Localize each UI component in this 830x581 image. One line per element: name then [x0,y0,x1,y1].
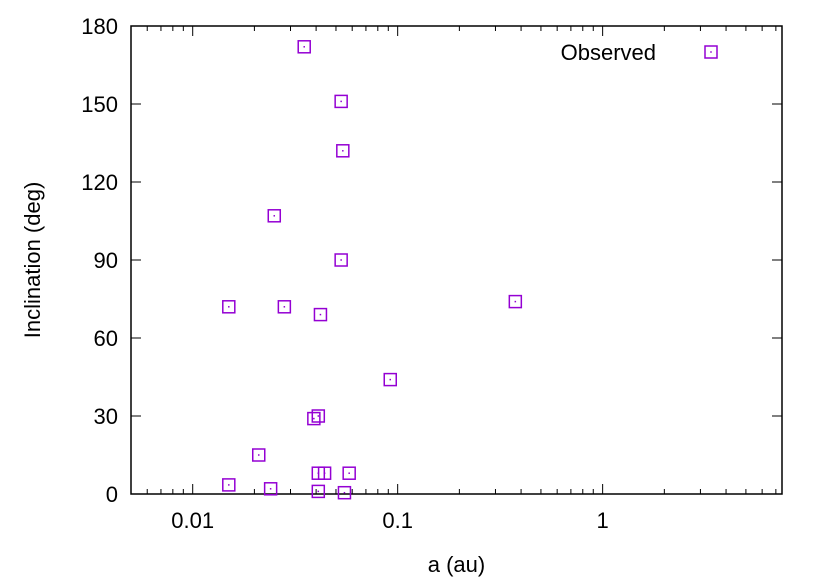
data-point [311,409,326,423]
data-point [263,482,278,496]
data-point-center [317,415,320,417]
axis-ticks [131,25,782,495]
x-tick-label: 0.1 [382,508,413,533]
data-points [222,40,523,500]
y-tick-label: 150 [81,92,118,117]
data-point [342,466,356,480]
data-point-center [319,313,322,316]
legend: Observed [561,40,718,65]
y-tick-label: 120 [81,170,118,195]
data-point [313,307,328,322]
y-tick-label: 90 [94,248,118,273]
data-point [317,466,332,480]
data-point [222,478,236,492]
data-point-center [228,306,230,308]
data-point-center [273,215,276,217]
y-tick-label: 0 [106,482,118,507]
data-point [307,411,321,426]
data-point [222,300,236,314]
data-point [508,294,523,309]
data-point-center [348,472,350,474]
tick-labels: 0 30 60 90 120 150 180 0.01 0.1 1 [81,14,608,533]
data-point [336,144,350,158]
x-axis-label: a (au) [428,552,485,577]
data-point-center [342,150,344,152]
legend-label: Observed [561,40,656,65]
data-point [383,372,397,387]
data-point-center [514,300,517,303]
data-point-center [257,454,260,456]
data-point [297,40,311,54]
data-point [267,209,282,223]
data-point-center [340,100,342,103]
data-point-center [228,484,230,486]
data-point [334,253,348,267]
y-tick-label: 60 [94,326,118,351]
y-tick-label: 180 [81,14,118,39]
data-point-center [323,472,326,474]
y-axis-label: Inclination (deg) [20,182,45,339]
data-point-center [343,491,346,494]
legend-marker-dot [710,51,712,53]
data-point-center [389,378,391,381]
data-point-center [317,490,320,493]
data-point [251,448,266,462]
x-tick-label: 0.01 [171,508,214,533]
data-point-center [283,306,286,308]
plot-frame [130,25,783,495]
data-point-center [340,259,342,261]
data-point [311,484,326,499]
data-point-center [303,46,305,48]
data-point [277,300,292,314]
x-tick-label: 1 [597,508,609,533]
data-point-center [313,417,315,420]
data-point [337,485,352,500]
legend-marker [704,45,718,59]
data-point [334,94,348,109]
y-tick-label: 30 [94,404,118,429]
data-point-center [269,488,272,490]
